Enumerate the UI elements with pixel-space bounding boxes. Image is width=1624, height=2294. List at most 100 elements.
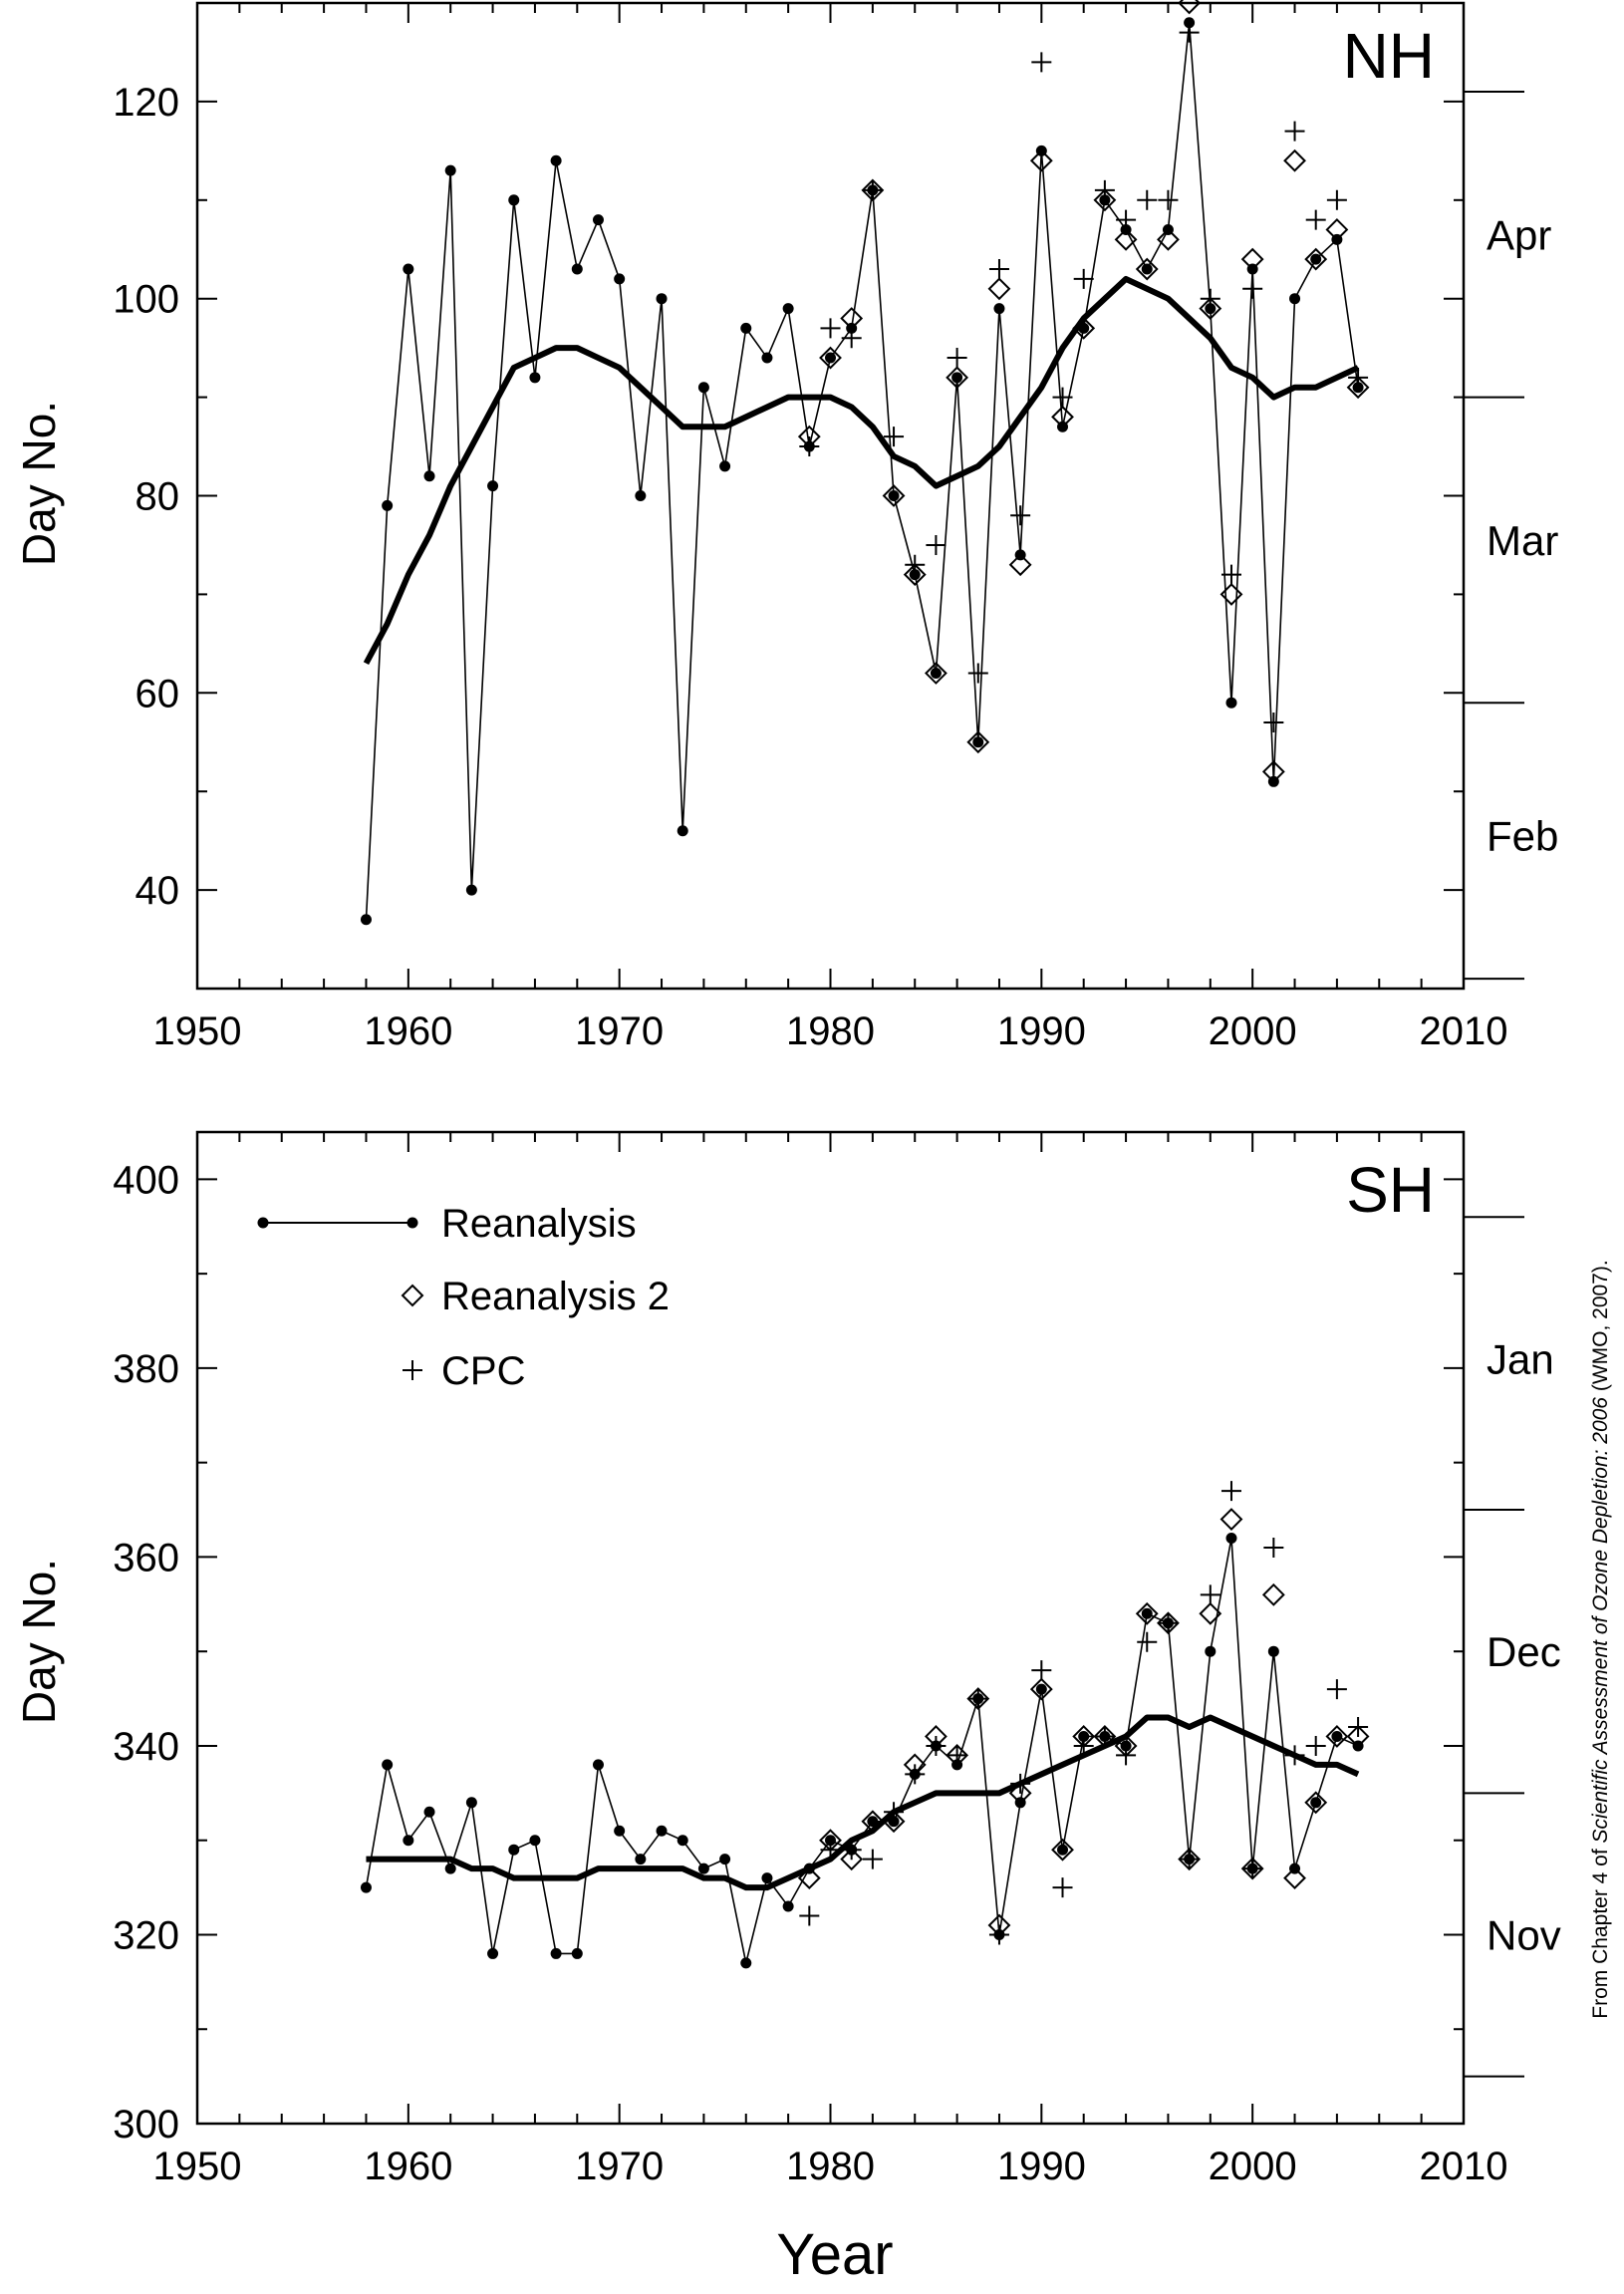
sh-cpc-point-2003 (1305, 1735, 1326, 1756)
nh-month-label-apr: Apr (1487, 211, 1551, 258)
legend-label-cpc: CPC (441, 1349, 525, 1393)
nh-ticks: 1950 1960 1970 1980 1990 2000 2010 40 60 80 100 120 (113, 2, 1507, 1053)
sh-reanalysis-point-1959 (382, 1759, 394, 1771)
sh-cpc-point-1984 (905, 1764, 926, 1785)
nh-series (360, 0, 1370, 926)
sh-reanalysis-point-2003 (1310, 1797, 1322, 1809)
legend-label-reanalysis-2: Reanalysis 2 (441, 1275, 670, 1318)
nh-ytick-label-40: 40 (135, 869, 180, 913)
sh-panel-title: SH (1346, 1154, 1435, 1226)
nh-reanalysis-2-point-2003 (1304, 247, 1328, 271)
sh-cpc-point-1986 (947, 1745, 967, 1766)
sh-reanalysis-2-point-1999 (1219, 1508, 1243, 1531)
sh-cpc-point-1996 (1158, 1612, 1179, 1633)
sh-reanalysis-point-1960 (403, 1835, 414, 1847)
nh-plot-frame (195, 1, 1466, 991)
nh-reanalysis-2-point-2004 (1325, 218, 1349, 241)
sh-reanalysis-2-point-2002 (1283, 1866, 1306, 1890)
nh-reanalysis-point-1971 (635, 490, 647, 501)
sh-cpc-point-1979 (799, 1905, 820, 1926)
sh-ytick-label-380: 380 (113, 1347, 179, 1391)
nh-cpc-point-2002 (1284, 121, 1305, 142)
sh-reanalysis-point-1963 (465, 1797, 477, 1809)
nh-reanalysis-point-1966 (529, 372, 541, 384)
sh-cpc-point-1998 (1200, 1584, 1220, 1605)
sh-cpc-point-2004 (1326, 1679, 1347, 1700)
nh-reanalysis-2-point-1999 (1219, 582, 1243, 606)
sh-month-label-jan: Jan (1487, 1335, 1554, 1382)
nh-cpc-point-1980 (820, 318, 841, 339)
sh-cpc-point-1987 (967, 1688, 988, 1709)
sh-series-smoothed-line (366, 1714, 1360, 1891)
credit-prefix: From Chapter 4 of (1589, 1843, 1612, 2018)
sh-series (360, 1481, 1370, 1969)
nh-cpc-point-1988 (988, 259, 1009, 280)
sh-month-label-nov: Nov (1487, 1911, 1561, 1958)
sh-cpc-point-1991 (1052, 1877, 1073, 1898)
nh-cpc-point-1983 (884, 427, 905, 447)
sh-reanalysis-2-point-2003 (1304, 1791, 1328, 1815)
legend-reanalysis-dot-left (257, 1217, 269, 1229)
nh-reanalysis-point-1965 (508, 194, 520, 206)
nh-reanalysis-point-1961 (423, 470, 435, 482)
sh-reanalysis-point-1971 (635, 1854, 647, 1865)
sh-reanalysis-point-1999 (1225, 1532, 1237, 1544)
nh-reanalysis-point-1969 (592, 214, 604, 226)
nh-reanalysis-2-point-1986 (946, 366, 969, 390)
nh-ytick-label-80: 80 (135, 475, 180, 519)
nh-reanalysis-2-point-1991 (1051, 405, 1074, 429)
nh-cpc-point-1987 (967, 663, 988, 684)
nh-panel: 1950 1960 1970 1980 1990 2000 2010 40 60 80 100 120… (13, 0, 1558, 1053)
sh-reanalysis-point-1977 (761, 1872, 773, 1884)
nh-cpc-point-1994 (1116, 209, 1137, 230)
sh-reanalysis-point-1967 (550, 1947, 562, 1959)
sh-reanalysis-point-1995 (1141, 1607, 1153, 1619)
sh-ytick-label-360: 360 (113, 1536, 179, 1579)
nh-reanalysis-point-2002 (1289, 293, 1301, 305)
sh-panel: 1950 1960 1970 1980 1990 2000 2010 300 320 340 360… (13, 1130, 1561, 2287)
sh-reanalysis-point-1968 (571, 1947, 583, 1959)
nh-cpc-point-2004 (1326, 189, 1347, 210)
sh-reanalysis-point-1974 (697, 1863, 709, 1874)
sh-reanalysis-2-point-2005 (1346, 1725, 1370, 1748)
sh-xtick-label-1970: 1970 (575, 2145, 664, 2188)
nh-series-smoothed-line (363, 275, 1360, 666)
nh-reanalysis-2-point-1993 (1093, 188, 1117, 212)
nh-reanalysis-point-1967 (550, 154, 562, 166)
sh-month-label-dec: Dec (1487, 1628, 1561, 1675)
sh-ytick-label-320: 320 (113, 1913, 179, 1957)
nh-cpc-point-1995 (1137, 189, 1158, 210)
sh-xtick-label-2010: 2010 (1420, 2145, 1508, 2188)
sh-reanalysis-point-1965 (508, 1844, 520, 1856)
nh-reanalysis-point-1995 (1141, 263, 1153, 275)
nh-reanalysis-2-point-1994 (1114, 227, 1138, 251)
sh-cpc-point-1994 (1116, 1745, 1137, 1766)
nh-reanalysis-point-1973 (677, 825, 688, 837)
sh-y-axis-label: Day No. (13, 1559, 65, 1724)
nh-cpc-point-2000 (1242, 278, 1263, 299)
sh-cpc-point-1988 (988, 1924, 1009, 1945)
nh-reanalysis-2-point-1997 (1178, 0, 1202, 15)
sh-plot-frame (195, 1130, 1466, 2126)
source-credit: From Chapter 4 of Scientific Assessment … (1589, 1260, 1612, 2018)
sh-cpc-point-1997 (1179, 1849, 1200, 1869)
nh-cpc-point-1991 (1052, 387, 1073, 408)
nh-reanalysis-2-point-1988 (987, 277, 1011, 301)
legend: Reanalysis Reanalysis 2 CPC (257, 1202, 670, 1393)
sh-cpc-point-1995 (1137, 1631, 1158, 1652)
sh-reanalysis-2-point-2004 (1325, 1725, 1349, 1748)
nh-reanalysis-point-1999 (1225, 697, 1237, 709)
nh-cpc-point-1982 (862, 179, 883, 200)
legend-diamond-marker (401, 1284, 424, 1307)
nh-cpc-point-1992 (1073, 268, 1094, 289)
nh-reanalysis-point-2003 (1310, 253, 1322, 265)
nh-month-label-mar: Mar (1487, 517, 1558, 564)
sh-reanalysis-point-1978 (782, 1900, 794, 1912)
nh-xtick-label-1980: 1980 (786, 1009, 875, 1053)
sh-month-marks: Jan Dec Nov (1464, 1216, 1561, 2078)
nh-xtick-label-1950: 1950 (153, 1009, 242, 1053)
sh-reanalysis-point-1964 (487, 1947, 499, 1959)
nh-reanalysis-point-1987 (972, 736, 984, 748)
nh-ytick-label-100: 100 (113, 278, 179, 322)
